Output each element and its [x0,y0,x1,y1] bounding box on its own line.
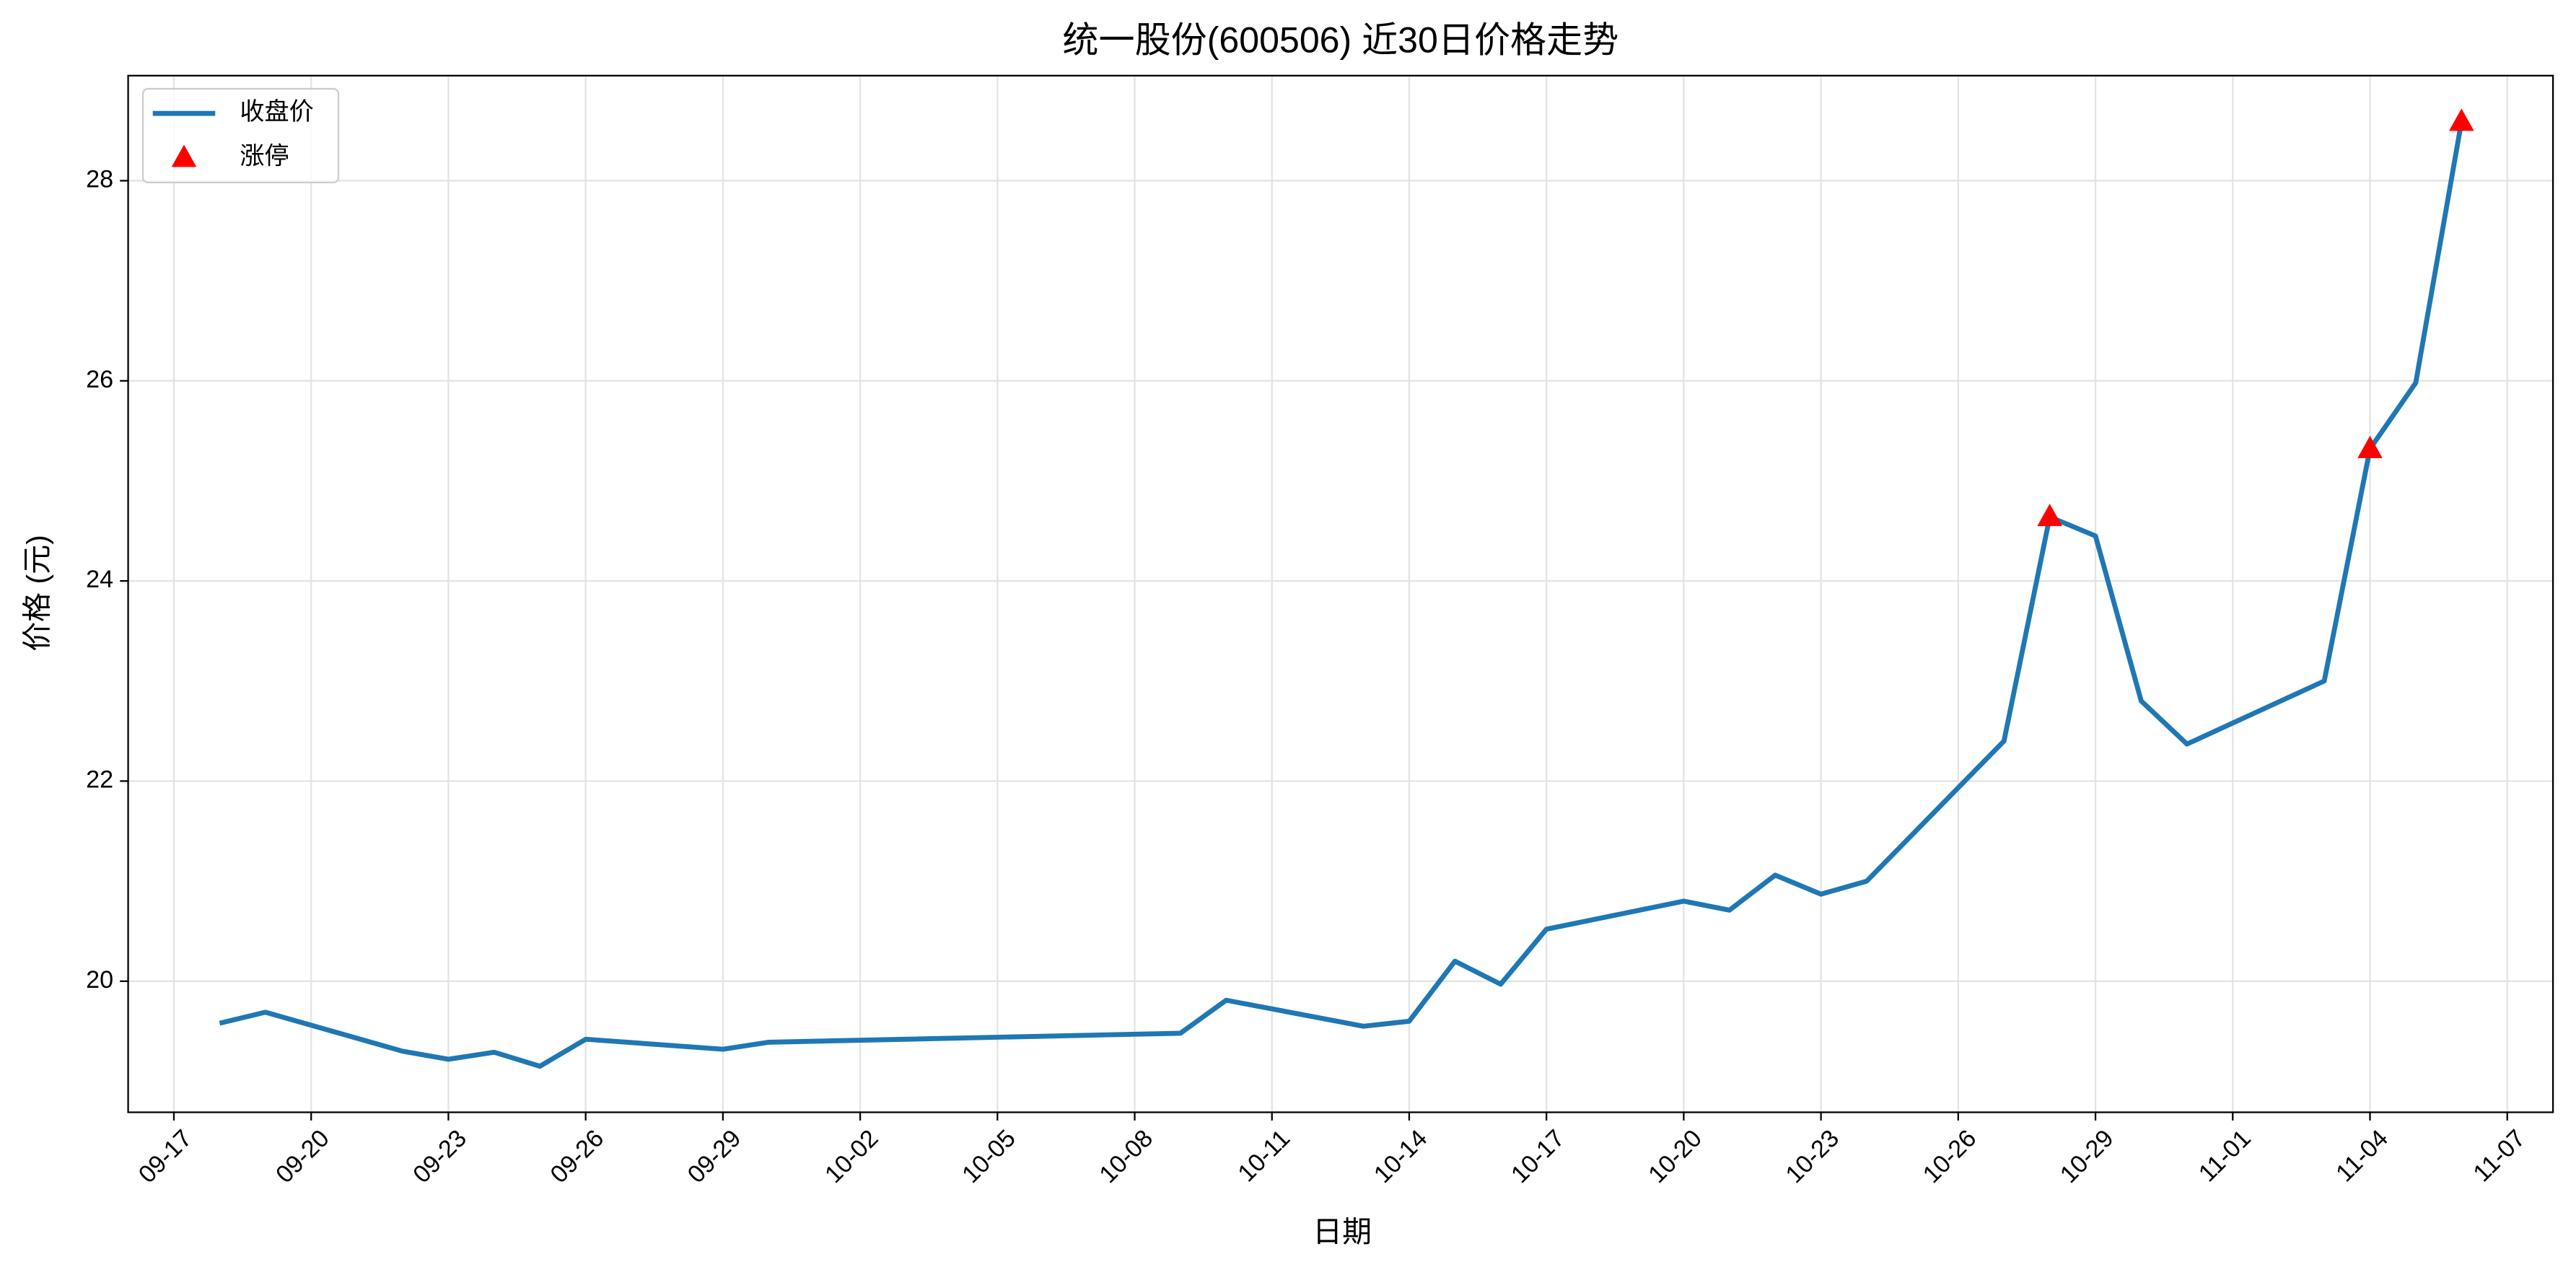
price-line [219,121,2464,1069]
legend-label: 收盘价 [240,98,313,126]
chart-title: 统一股份(600506) 近30日价格走势 [1062,20,1618,61]
limit-up-marker [2037,504,2062,527]
y-tick-label: 22 [86,766,113,793]
y-tick-label: 24 [86,566,113,593]
legend-label: 涨停 [240,143,289,170]
y-tick-label: 20 [86,966,113,994]
plot-frame [127,74,2554,1113]
legend-marker [171,144,197,167]
x-axis-label: 日期 [1313,1215,1372,1248]
limit-up-marker [2357,435,2383,458]
y-tick-label: 28 [86,165,113,193]
limit-up-marker [2449,108,2474,131]
y-axis-label: 价格 (元) [20,535,53,652]
y-tick-label: 26 [86,366,113,393]
